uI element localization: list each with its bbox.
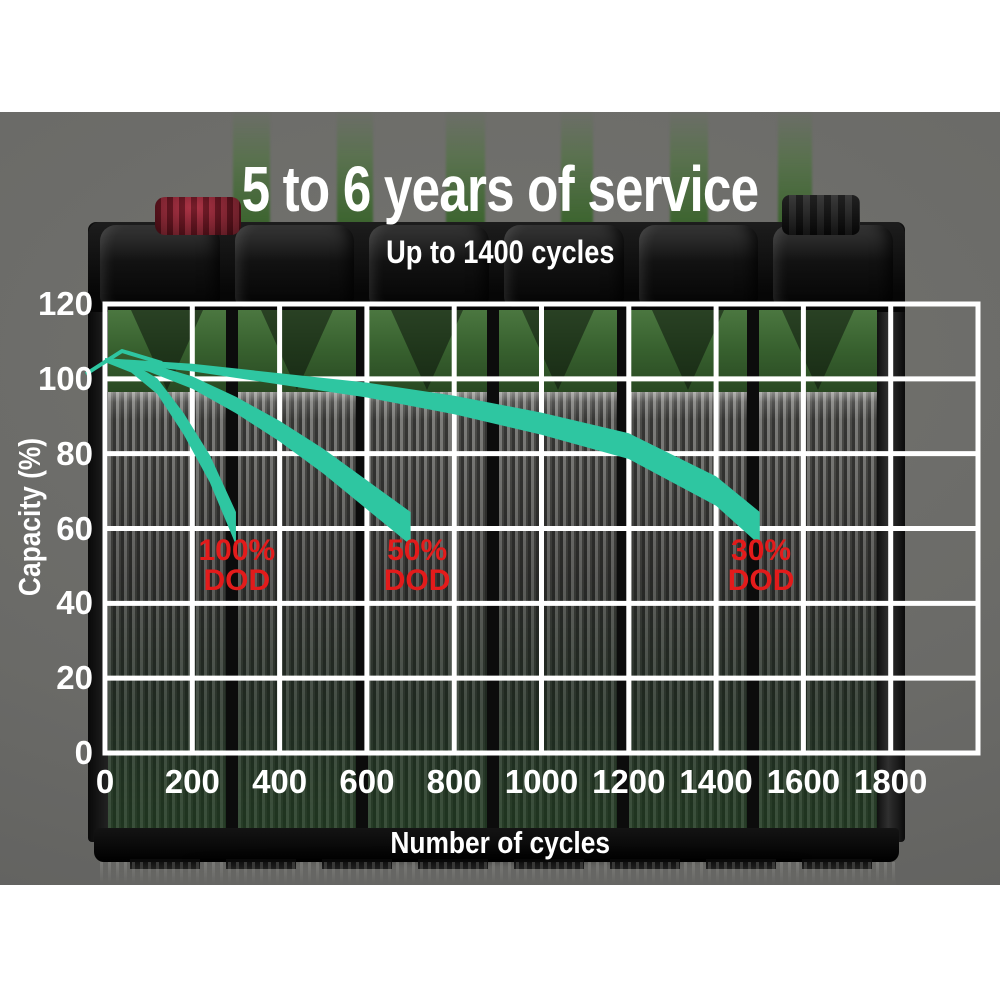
cell-cap (369, 225, 490, 307)
cell-cone-shadow (391, 310, 464, 390)
y-tick-label: 120 (37, 285, 93, 322)
x-tick-label: 800 (426, 763, 482, 800)
cell-cap (773, 225, 894, 307)
dod-annotation-30: 30% DOD (727, 533, 795, 597)
dod-annotation-line: DOD (203, 563, 271, 597)
x-tick-label: 1600 (766, 763, 841, 800)
cell-glow-tube (561, 112, 593, 227)
chart-title: 5 to 6 years of service (241, 153, 759, 225)
cell-cone-shadow (651, 310, 724, 390)
battery-photo-backdrop (0, 112, 1000, 885)
battery-cell-caps (100, 225, 894, 307)
x-tick-label: 600 (339, 763, 395, 800)
red-terminal (155, 197, 241, 235)
cell-cone-shadow (131, 310, 204, 390)
y-tick-label: 0 (74, 734, 93, 771)
y-tick-label: 40 (56, 584, 93, 622)
x-axis-title: Number of cycles (390, 825, 610, 860)
dod-annotation-line: DOD (383, 563, 451, 597)
cell-cone-shadow (261, 310, 334, 390)
y-tick-label: 60 (56, 509, 93, 547)
dod-annotation-line: 30% (731, 533, 792, 567)
y-tick-label: 20 (56, 659, 93, 697)
x-tick-label: 1400 (679, 763, 753, 800)
y-tick-label: 100 (37, 359, 93, 397)
x-tick-label: 1800 (853, 763, 928, 800)
cell-cap (638, 225, 759, 307)
x-tick-label: 1200 (592, 763, 666, 800)
x-tick-label: 1000 (504, 763, 579, 800)
cell-cap (100, 225, 220, 307)
cell-cone-shadow (781, 310, 854, 390)
dod-annotation-100: 100% DOD (198, 533, 276, 597)
dod-annotation-line: 100% (198, 533, 276, 567)
cell-plates (758, 392, 878, 830)
battery-cell (498, 310, 617, 830)
battery-top-band (88, 222, 905, 312)
dod-annotation-line: 50% (387, 533, 448, 567)
battery-reflection (100, 862, 896, 885)
cell-glow-tube (337, 112, 373, 227)
black-terminal (782, 195, 860, 235)
x-tick-label: 0 (95, 763, 115, 800)
x-tick-label: 400 (252, 763, 308, 800)
chart-subtitle: Up to 1400 cycles (385, 234, 615, 270)
dod-annotation-line: DOD (727, 563, 795, 597)
battery-right-wall (877, 222, 905, 842)
y-tick-label: 80 (56, 434, 93, 472)
cell-glow-tube (446, 112, 485, 227)
cell-cap (504, 225, 624, 307)
dod-annotation-50: 50% DOD (383, 533, 451, 597)
cell-cone-shadow (521, 310, 594, 390)
cell-glow-tube (670, 112, 708, 227)
cell-cap (234, 225, 355, 307)
x-tick-label: 200 (164, 763, 220, 800)
